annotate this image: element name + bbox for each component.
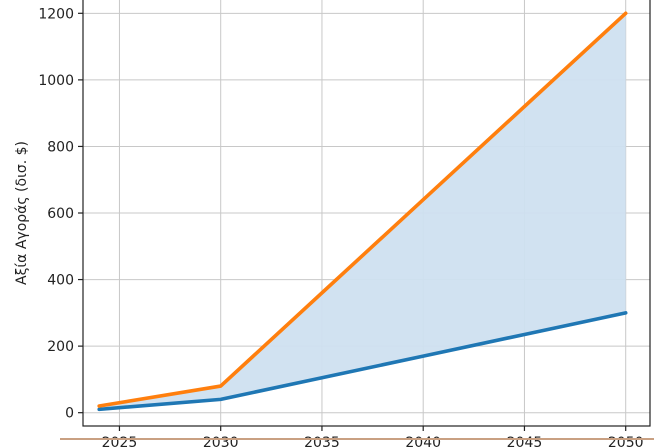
page-rule bbox=[60, 438, 654, 440]
range-band bbox=[99, 13, 626, 410]
x-tick-label: 2035 bbox=[304, 435, 340, 448]
x-tick-label: 2050 bbox=[608, 435, 644, 448]
x-tick-label: 2030 bbox=[203, 435, 239, 448]
y-tick-label: 1000 bbox=[38, 73, 74, 89]
x-tick-label: 2025 bbox=[102, 435, 138, 448]
y-tick-label: 200 bbox=[47, 339, 74, 355]
series-line-1 bbox=[97, 11, 628, 408]
y-tick-label: 600 bbox=[47, 206, 74, 222]
x-tick-label: 2040 bbox=[405, 435, 441, 448]
x-tick-label: 2045 bbox=[507, 435, 543, 448]
series-lines bbox=[97, 11, 628, 412]
y-tick-label: 400 bbox=[47, 273, 74, 289]
y-tick-label: 1200 bbox=[38, 6, 74, 22]
series-line-0 bbox=[97, 311, 628, 412]
y-tick-label: 0 bbox=[65, 406, 74, 422]
plot-frame bbox=[82, 0, 651, 427]
y-axis-label: Αξία Αγοράς (δισ. $) bbox=[14, 141, 30, 285]
y-tick-label: 800 bbox=[47, 139, 74, 155]
